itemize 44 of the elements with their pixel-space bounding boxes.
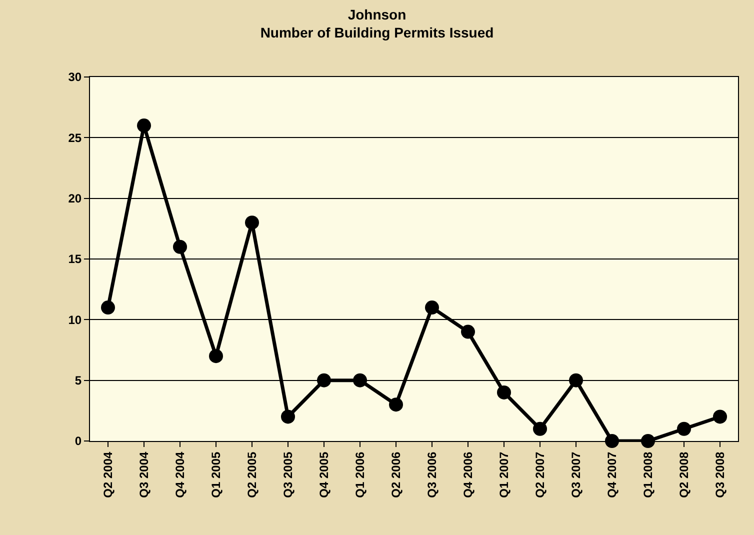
- point: [281, 410, 295, 424]
- y-tick-label: 0: [74, 434, 82, 448]
- x-tick-label: Q4 2004: [172, 451, 187, 498]
- x-tick-label: Q2 2004: [100, 451, 115, 498]
- y-tick-label: 15: [68, 252, 82, 266]
- point: [425, 300, 439, 315]
- x-tick-label: Q3 2008: [712, 451, 727, 498]
- point: [713, 410, 727, 424]
- x-tick-label: Q2 2007: [532, 451, 547, 498]
- x-tick-label: Q4 2007: [604, 451, 619, 498]
- point: [137, 118, 151, 133]
- x-tick-label: Q1 2007: [496, 451, 511, 498]
- point: [461, 324, 475, 339]
- point: [173, 240, 187, 254]
- x-tick-label: Q1 2008: [640, 451, 655, 498]
- y-tick-label: 25: [68, 130, 82, 145]
- point: [317, 373, 331, 388]
- y-tick-label: 20: [68, 192, 82, 206]
- point: [569, 373, 583, 388]
- y-tick-label: 10: [68, 312, 82, 327]
- point: [245, 216, 259, 230]
- x-tick-label: Q3 2005: [280, 451, 295, 498]
- x-tick-label: Q3 2004: [136, 451, 151, 498]
- point: [389, 398, 403, 412]
- point: [677, 422, 691, 436]
- x-tick-label: Q2 2005: [244, 451, 259, 498]
- point: [353, 373, 367, 388]
- x-tick-label: Q1 2005: [208, 451, 223, 498]
- y-tick-label: 30: [68, 70, 82, 84]
- x-tick-label: Q4 2005: [316, 451, 331, 498]
- x-tick-label: Q2 2008: [676, 451, 691, 498]
- point: [209, 349, 223, 364]
- point: [533, 422, 547, 436]
- x-tick-label: Q2 2006: [388, 451, 403, 498]
- x-tick-label: Q3 2006: [424, 451, 439, 498]
- point: [641, 434, 655, 448]
- y-tick-label: 5: [74, 374, 82, 388]
- chart-title: Johnson Number of Building Permits Issued: [260, 6, 494, 41]
- point: [101, 300, 115, 315]
- x-tick-label: Q3 2007: [568, 451, 583, 498]
- point: [605, 434, 619, 448]
- x-tick-label: Q1 2006: [352, 451, 367, 498]
- x-tick-label: Q4 2006: [460, 451, 475, 498]
- point: [497, 385, 511, 400]
